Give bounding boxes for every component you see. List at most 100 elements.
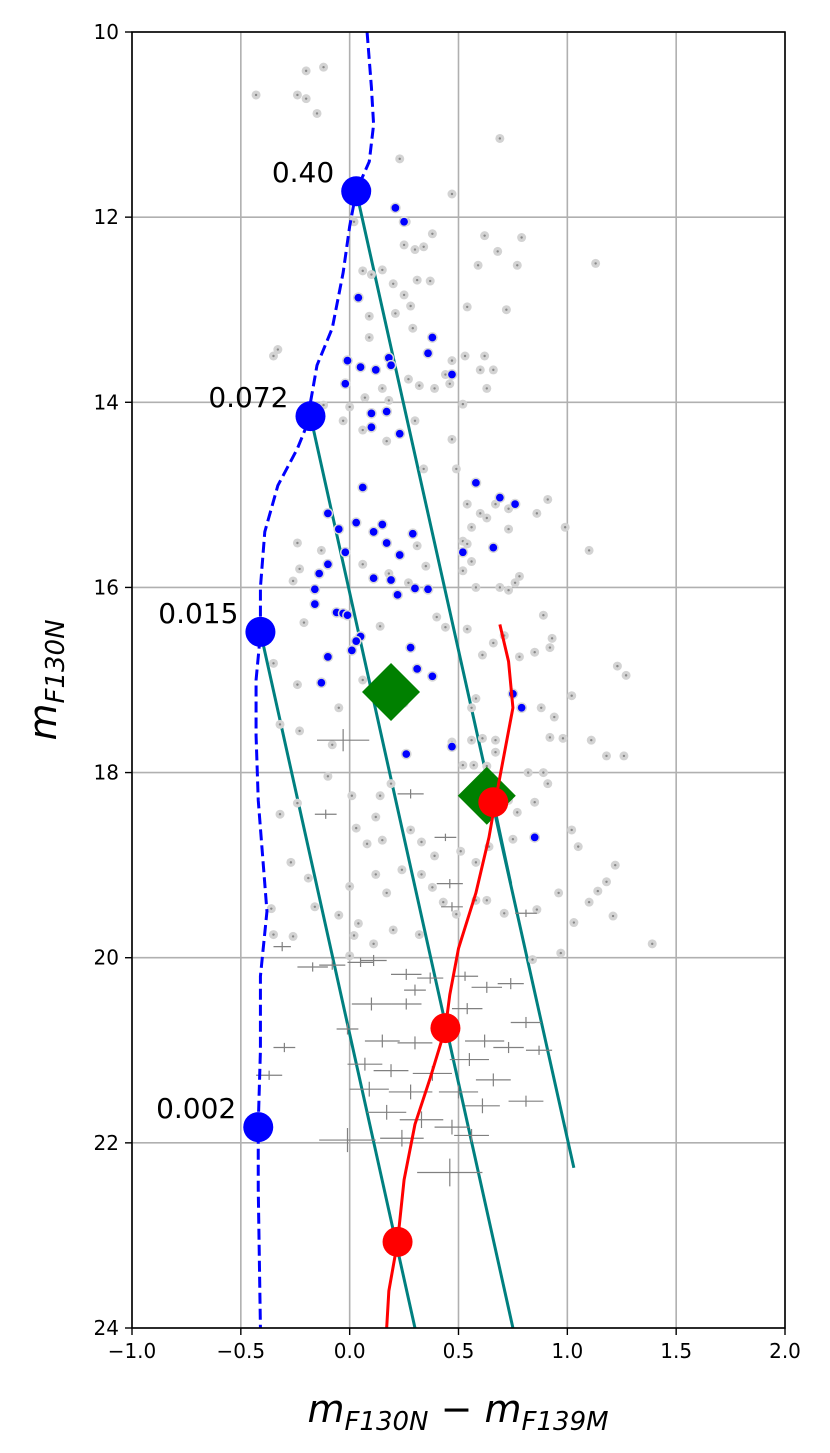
errorbar-point [336, 1023, 359, 1035]
errorbar-point [397, 1036, 433, 1050]
errorbar-point [397, 789, 424, 799]
field-star-core [389, 782, 393, 785]
field-star-core [596, 889, 600, 893]
field-star-core [461, 402, 465, 406]
field-star-core [374, 815, 377, 819]
mass-labels: 0.40 0.072 0.015 0.002 [156, 156, 334, 1125]
field-star-core [531, 958, 534, 961]
errorbar-point [360, 954, 387, 967]
highlight-star [339, 546, 351, 558]
y-tick-label: 18 [94, 761, 119, 785]
highlight-star [516, 702, 527, 714]
x-axis-label-m2: m [485, 1387, 522, 1431]
highlight-star [309, 583, 321, 595]
errorbar-point [438, 1085, 479, 1099]
highlight-star [487, 542, 499, 553]
field-star-core [450, 438, 454, 441]
field-star-core [378, 794, 382, 797]
field-star-core [420, 840, 423, 844]
field-star-core [374, 873, 377, 876]
field-star-core [348, 954, 351, 958]
field-star-core [444, 373, 447, 376]
field-star-core [516, 264, 519, 267]
field-star-core [296, 541, 299, 545]
field-star-core [466, 542, 469, 546]
red-mass-point [382, 1226, 413, 1257]
field-star-core [400, 868, 404, 871]
errorbar-point [441, 902, 463, 912]
field-star-core [337, 913, 340, 917]
field-star-core [433, 854, 436, 858]
errorbar-point [510, 1016, 542, 1029]
y-tick-label: 16 [94, 575, 119, 599]
field-star-core [494, 738, 497, 742]
errorbar-point [454, 1128, 489, 1142]
field-star-core [370, 273, 373, 276]
field-star-core [622, 754, 626, 758]
field-star-core [392, 928, 395, 932]
field-star-core [496, 250, 499, 253]
y-axis-label-sub: F130N [41, 619, 71, 703]
highlight-star [446, 741, 458, 753]
field-star-core [278, 723, 282, 726]
field-star-core [611, 914, 615, 918]
highlight-star [509, 498, 521, 510]
field-star-core [461, 763, 465, 767]
field-star-core [418, 933, 421, 936]
highlight-star [368, 572, 379, 584]
field-star-core [470, 560, 473, 563]
field-star-core [505, 308, 508, 311]
errorbar-point [273, 1042, 296, 1053]
field-star-core [557, 891, 560, 895]
field-star-core [533, 800, 536, 804]
highlight-star [385, 574, 397, 586]
field-star-core [563, 526, 567, 529]
highlight-star [376, 519, 388, 530]
field-star-core [476, 264, 480, 267]
errorbar-point [314, 809, 337, 819]
errorbar-point [417, 972, 444, 984]
blue-mass-point [243, 1112, 274, 1143]
errorbar-point [273, 941, 291, 952]
field-star-core [492, 641, 495, 645]
field-star-core [498, 137, 502, 140]
red-mass-point [430, 1013, 461, 1044]
field-star-core [474, 586, 478, 589]
field-star-core [459, 850, 462, 853]
field-star-core [350, 794, 354, 797]
field-star-core [392, 282, 395, 285]
y-tick-label: 12 [94, 205, 119, 229]
field-star-core [498, 586, 502, 589]
x-axis-label-sub2: F139M [522, 1407, 609, 1437]
highlight-star [427, 332, 438, 343]
field-star-core [450, 192, 454, 196]
field-star-core [474, 861, 478, 864]
field-star-core [520, 236, 523, 239]
highlight-star [407, 528, 419, 540]
green-diamond-marker [362, 663, 421, 722]
field-star-core [605, 880, 608, 884]
field-star-core [433, 387, 436, 390]
field-star-core [402, 293, 406, 297]
field-star-core [455, 467, 458, 471]
highlight-star [322, 651, 334, 663]
field-star-core [518, 575, 521, 578]
errorbar-point [471, 981, 503, 993]
field-star-core [361, 428, 364, 432]
field-star-core [479, 512, 482, 515]
highlight-star [457, 546, 469, 558]
highlight-star [350, 517, 362, 528]
field-star-core [363, 396, 367, 399]
blue-mass-point [295, 401, 326, 432]
field-star-core [513, 581, 517, 584]
field-star-core [352, 934, 356, 937]
field-star-core [254, 93, 258, 97]
field-star-core [348, 885, 351, 888]
field-star-core [533, 651, 536, 654]
mass-label: 0.40 [272, 156, 334, 189]
highlight-star [381, 406, 393, 417]
field-star-core [304, 97, 308, 100]
field-star-core [298, 567, 301, 571]
highlight-star [394, 428, 406, 440]
red-mass-point [478, 787, 509, 818]
